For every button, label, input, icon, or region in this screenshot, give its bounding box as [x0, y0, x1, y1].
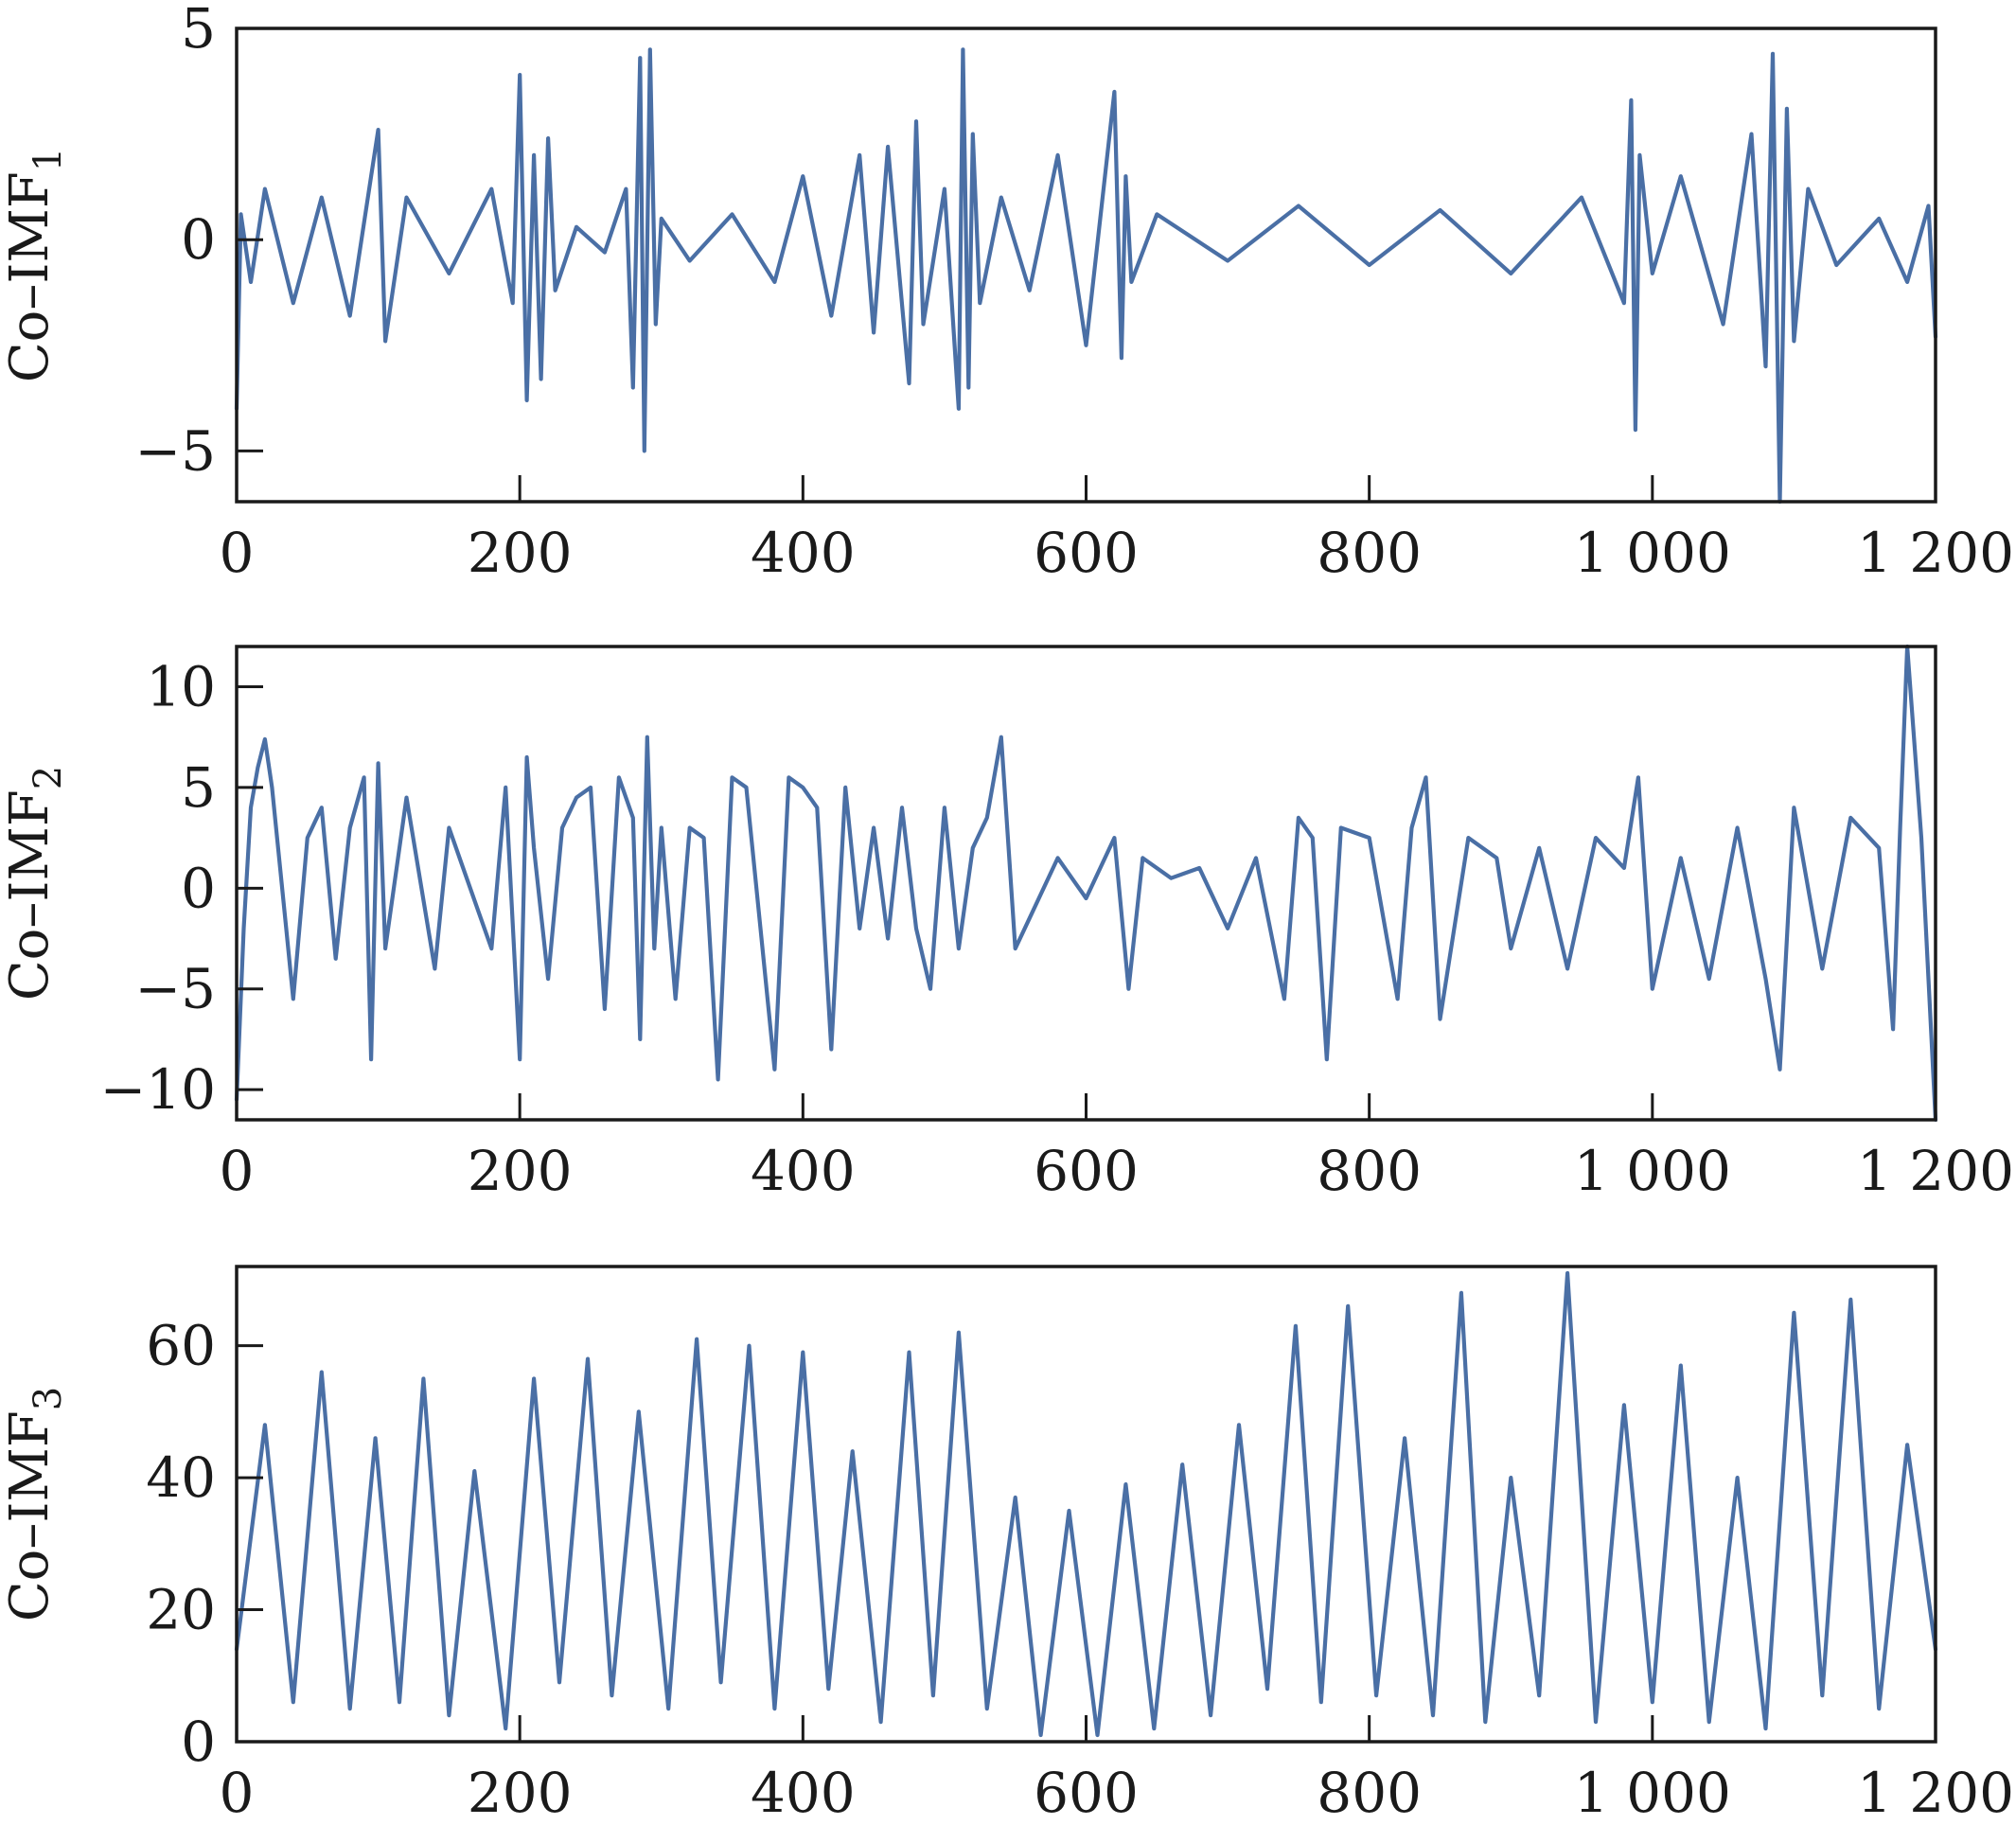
x-tick-label: 0 [220, 521, 255, 585]
x-tick-label: 800 [1317, 521, 1422, 585]
x-tick-label: 800 [1317, 1139, 1422, 1203]
y-tick-label: −10 [100, 1057, 216, 1122]
y-tick-label: 20 [146, 1578, 216, 1642]
x-tick-label: 400 [751, 521, 856, 585]
y-tick-label: 60 [146, 1314, 216, 1378]
x-tick-label: 200 [468, 521, 573, 585]
series-line-panel-3 [234, 1270, 1938, 1738]
y-axis-label: Co–IMF2 [0, 766, 70, 1001]
y-tick-label: 0 [181, 856, 216, 920]
y-tick-label: 0 [181, 207, 216, 272]
x-tick-label: 400 [751, 1139, 856, 1203]
x-tick-label: 0 [220, 1761, 255, 1825]
y-tick-label: 5 [181, 0, 216, 61]
y-tick-label: −5 [135, 418, 217, 483]
y-tick-label: 5 [181, 755, 216, 820]
x-tick-label: 400 [751, 1761, 856, 1825]
y-axis-label: Co–IMF1 [0, 148, 70, 382]
y-axis-label-text: Co–IMF [0, 171, 61, 382]
x-tick-label: 1 000 [1574, 1761, 1731, 1825]
panel-3: 0 200 400 600 800 1 000 1 200 0 20 40 60 Co–IMF3 [0, 1265, 2014, 1825]
y-axis-label-text: Co–IMF [0, 789, 61, 1001]
plot-frame [235, 1265, 1937, 1744]
x-tick-label: 800 [1317, 1761, 1422, 1825]
plot-frame [235, 27, 1937, 504]
series-line-panel-2 [234, 644, 1938, 1123]
x-tick-label: 1 000 [1574, 521, 1731, 585]
y-tick-label: 40 [146, 1445, 216, 1510]
y-axis-label-subscript: 1 [27, 148, 70, 171]
y-axis-label: Co–IMF3 [0, 1387, 70, 1621]
x-tick-label: 1 200 [1857, 1139, 2014, 1203]
series-line-panel-1 [234, 47, 1938, 505]
y-tick-label: 10 [146, 655, 216, 719]
x-tick-label: 1 200 [1857, 1761, 2014, 1825]
y-axis-label-subscript: 2 [27, 766, 70, 789]
plot-frame [235, 645, 1937, 1122]
y-axis-label-text: Co–IMF [0, 1410, 61, 1621]
y-axis-label-subscript: 3 [27, 1387, 70, 1410]
x-tick-label: 0 [220, 1139, 255, 1203]
x-tick-label: 600 [1034, 1139, 1139, 1203]
x-tick-label: 1 000 [1574, 1139, 1731, 1203]
x-tick-label: 600 [1034, 1761, 1139, 1825]
x-tick-label: 200 [468, 1139, 573, 1203]
panel-2: 0 200 400 600 800 1 000 1 200 −10 −5 0 5 10 Co–IMF2 [0, 644, 2014, 1203]
x-tick-label: 200 [468, 1761, 573, 1825]
y-tick-label: −5 [135, 957, 217, 1021]
y-tick-label: 0 [181, 1710, 216, 1774]
x-tick-label: 600 [1034, 521, 1139, 585]
x-tick-label: 1 200 [1857, 521, 2014, 585]
